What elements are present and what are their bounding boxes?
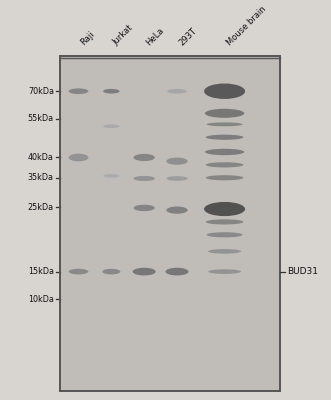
Ellipse shape: [103, 89, 119, 94]
Ellipse shape: [102, 269, 120, 274]
Ellipse shape: [206, 175, 244, 180]
Ellipse shape: [206, 162, 244, 168]
Text: HeLa: HeLa: [144, 26, 166, 47]
Text: 35kDa: 35kDa: [28, 173, 54, 182]
Ellipse shape: [166, 268, 188, 276]
Ellipse shape: [103, 124, 119, 128]
Text: Raji: Raji: [78, 30, 96, 47]
Text: 55kDa: 55kDa: [28, 114, 54, 123]
Ellipse shape: [133, 154, 155, 161]
Ellipse shape: [208, 249, 241, 254]
Ellipse shape: [103, 174, 119, 178]
FancyBboxPatch shape: [61, 56, 280, 391]
Ellipse shape: [207, 232, 243, 237]
Text: 25kDa: 25kDa: [28, 203, 54, 212]
Ellipse shape: [69, 88, 88, 94]
Ellipse shape: [166, 158, 188, 165]
Ellipse shape: [166, 206, 188, 214]
Ellipse shape: [166, 176, 188, 181]
Ellipse shape: [133, 205, 155, 211]
Ellipse shape: [208, 269, 241, 274]
Ellipse shape: [204, 202, 245, 216]
Text: 70kDa: 70kDa: [28, 87, 54, 96]
Text: 15kDa: 15kDa: [28, 267, 54, 276]
Ellipse shape: [206, 135, 244, 140]
Ellipse shape: [69, 154, 88, 161]
Ellipse shape: [69, 269, 88, 274]
Text: 40kDa: 40kDa: [28, 153, 54, 162]
Ellipse shape: [133, 176, 155, 181]
Text: Jurkat: Jurkat: [111, 23, 135, 47]
Ellipse shape: [204, 84, 245, 99]
Text: BUD31: BUD31: [287, 267, 318, 276]
Ellipse shape: [206, 219, 244, 224]
Ellipse shape: [205, 109, 244, 118]
Text: 10kDa: 10kDa: [28, 295, 54, 304]
Ellipse shape: [133, 268, 156, 276]
Ellipse shape: [205, 149, 244, 155]
Ellipse shape: [207, 122, 243, 126]
Ellipse shape: [167, 89, 187, 94]
Text: Mouse brain: Mouse brain: [224, 4, 267, 47]
Text: 293T: 293T: [177, 26, 198, 47]
